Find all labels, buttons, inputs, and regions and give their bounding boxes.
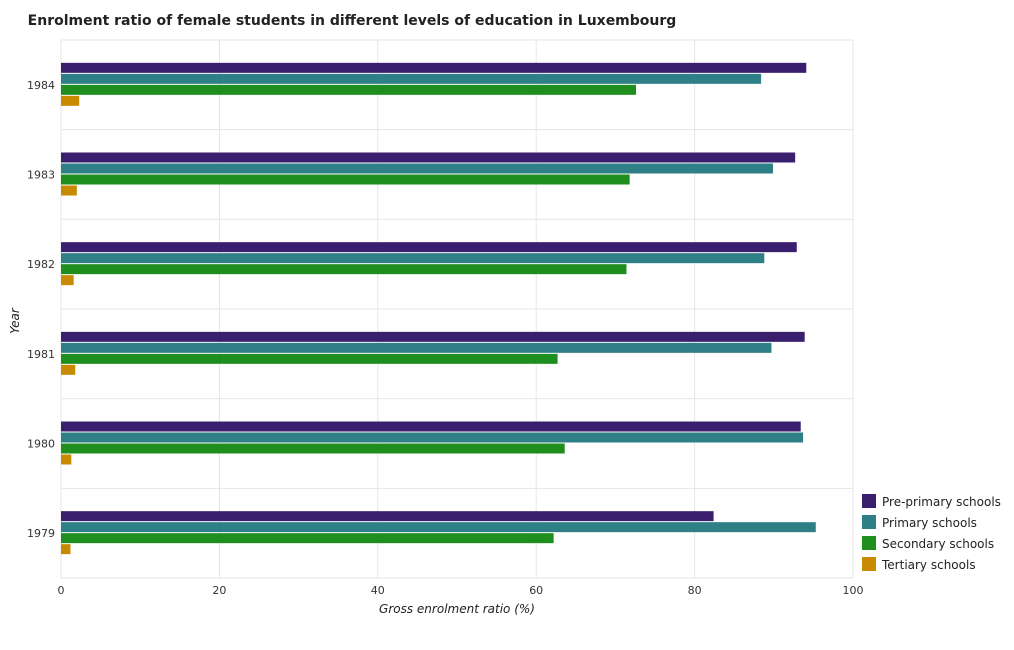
bar-primary-schools-1983 (61, 163, 774, 174)
legend-label-primary-schools: Primary schools (882, 516, 977, 530)
grid (60, 39, 854, 579)
bar-tertiary-schools-1979 (61, 544, 71, 555)
bar-pre-primary-schools-1984 (61, 62, 807, 73)
y-tick-label: 1981 (27, 348, 55, 361)
legend-swatch-pre-primary-schools (862, 494, 876, 508)
x-tick-label: 80 (688, 584, 702, 597)
legend-label-secondary-schools: Secondary schools (882, 537, 994, 551)
bar-secondary-schools-1983 (61, 174, 630, 185)
bar-primary-schools-1982 (61, 253, 765, 264)
legend-swatch-secondary-schools (862, 536, 876, 550)
bar-tertiary-schools-1980 (61, 454, 72, 465)
legend-label-tertiary-schools: Tertiary schools (881, 558, 976, 572)
x-tick-label: 60 (529, 584, 543, 597)
bars (61, 62, 816, 555)
bar-primary-schools-1984 (61, 73, 762, 84)
x-tick-label: 40 (371, 584, 385, 597)
x-tick-label: 100 (843, 584, 864, 597)
bar-pre-primary-schools-1980 (61, 421, 801, 432)
bar-tertiary-schools-1981 (61, 364, 76, 375)
bar-pre-primary-schools-1981 (61, 331, 805, 342)
y-axis-ticks: 1979 1980 1981 1982 1983 1984 (27, 79, 55, 540)
bar-tertiary-schools-1982 (61, 275, 74, 286)
bar-secondary-schools-1981 (61, 353, 558, 364)
y-axis-label: Year (8, 307, 22, 334)
y-tick-label: 1982 (27, 258, 55, 271)
bar-secondary-schools-1980 (61, 443, 565, 454)
bar-pre-primary-schools-1982 (61, 242, 797, 253)
bar-pre-primary-schools-1979 (61, 511, 714, 522)
chart-title: Enrolment ratio of female students in di… (28, 13, 677, 29)
x-axis-label: Gross enrolment ratio (%) (379, 602, 535, 616)
bar-secondary-schools-1982 (61, 264, 627, 275)
y-tick-label: 1980 (27, 438, 55, 451)
y-tick-label: 1979 (27, 527, 55, 540)
bar-pre-primary-schools-1983 (61, 152, 796, 163)
bar-primary-schools-1981 (61, 342, 772, 353)
y-tick-label: 1984 (27, 79, 55, 92)
bar-tertiary-schools-1983 (61, 185, 77, 196)
bar-secondary-schools-1979 (61, 533, 554, 544)
y-tick-label: 1983 (27, 169, 55, 182)
legend-swatch-tertiary-schools (862, 557, 876, 571)
legend-label-pre-primary-schools: Pre-primary schools (882, 495, 1001, 509)
x-tick-label: 0 (58, 584, 65, 597)
legend-swatch-primary-schools (862, 515, 876, 529)
bar-secondary-schools-1984 (61, 84, 636, 95)
bar-primary-schools-1979 (61, 522, 816, 533)
bar-primary-schools-1980 (61, 432, 804, 443)
x-axis-ticks: 0 20 40 60 80 100 (58, 584, 864, 597)
bar-tertiary-schools-1984 (61, 95, 80, 106)
x-tick-label: 20 (212, 584, 226, 597)
legend: Pre-primary schools Primary schools Second… (862, 494, 1001, 572)
